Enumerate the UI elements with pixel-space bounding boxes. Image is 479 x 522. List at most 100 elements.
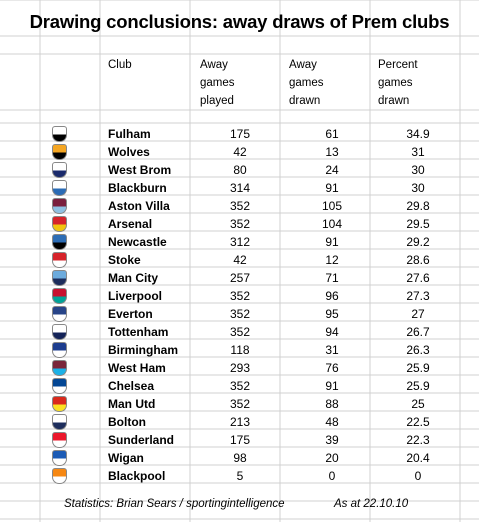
away-games-played: 352 xyxy=(229,307,251,321)
table-row: Everton 352 95 27 xyxy=(0,305,479,323)
away-games-played: 175 xyxy=(229,127,251,141)
club-badge-icon xyxy=(52,432,67,448)
away-games-played: 213 xyxy=(229,415,251,429)
away-games-drawn: 20 xyxy=(325,451,339,465)
away-games-played: 175 xyxy=(229,433,251,447)
table-row: Newcastle 312 91 29.2 xyxy=(0,233,479,251)
header-played-line-1: Away xyxy=(200,59,228,71)
club-badge-icon xyxy=(52,234,67,250)
percent-games-drawn: 0 xyxy=(414,469,422,483)
away-games-played: 293 xyxy=(229,361,251,375)
club-badge-icon xyxy=(52,144,67,160)
club-badge-icon xyxy=(52,216,67,232)
club-badge-icon xyxy=(52,342,67,358)
away-games-played: 352 xyxy=(229,217,251,231)
club-name: Blackpool xyxy=(108,469,166,483)
club-name: Birmingham xyxy=(108,343,179,357)
away-games-drawn: 12 xyxy=(325,253,339,267)
percent-games-drawn: 25.9 xyxy=(406,379,430,393)
club-name: Wolves xyxy=(108,145,150,159)
table-row: Aston Villa 352 105 29.8 xyxy=(0,197,479,215)
club-badge-icon xyxy=(52,162,67,178)
club-name: Everton xyxy=(108,307,153,321)
away-games-played: 42 xyxy=(233,253,247,267)
percent-games-drawn: 27.3 xyxy=(406,289,430,303)
club-badge-icon xyxy=(52,198,67,214)
club-name: Aston Villa xyxy=(108,199,170,213)
percent-games-drawn: 25.9 xyxy=(406,361,430,375)
away-games-drawn: 104 xyxy=(321,217,343,231)
page-title: Drawing conclusions: away draws of Prem … xyxy=(29,11,450,32)
table-row: Birmingham 118 31 26.3 xyxy=(0,341,479,359)
away-games-played: 5 xyxy=(236,469,244,483)
away-games-played: 312 xyxy=(229,235,251,249)
away-games-drawn: 13 xyxy=(325,145,339,159)
away-games-played: 80 xyxy=(233,163,247,177)
club-name: Liverpool xyxy=(108,289,163,303)
away-games-played: 314 xyxy=(229,181,251,195)
percent-games-drawn: 31 xyxy=(411,145,425,159)
club-badge-icon xyxy=(52,180,67,196)
table-row: Sunderland 175 39 22.3 xyxy=(0,431,479,449)
percent-games-drawn: 26.7 xyxy=(406,325,430,339)
club-name: Man Utd xyxy=(108,397,156,411)
club-name: Sunderland xyxy=(108,433,175,447)
club-badge-icon xyxy=(52,414,67,430)
club-name: Blackburn xyxy=(108,181,167,195)
percent-games-drawn: 26.3 xyxy=(406,343,430,357)
club-badge-icon xyxy=(52,468,67,484)
club-badge-icon xyxy=(52,270,67,286)
percent-games-drawn: 29.2 xyxy=(406,235,430,249)
percent-games-drawn: 22.5 xyxy=(406,415,430,429)
table-row: Liverpool 352 96 27.3 xyxy=(0,287,479,305)
header-percent-line-3: drawn xyxy=(378,95,410,107)
table-row: Chelsea 352 91 25.9 xyxy=(0,377,479,395)
away-games-drawn: 39 xyxy=(325,433,339,447)
percent-games-drawn: 27 xyxy=(411,307,425,321)
table-row: Tottenham 352 94 26.7 xyxy=(0,323,479,341)
club-badge-icon xyxy=(52,288,67,304)
percent-games-drawn: 20.4 xyxy=(406,451,430,465)
away-games-drawn: 95 xyxy=(325,307,339,321)
club-badge-icon xyxy=(52,450,67,466)
club-name: Man City xyxy=(108,271,159,285)
table-row: Arsenal 352 104 29.5 xyxy=(0,215,479,233)
table-row: Wolves 42 13 31 xyxy=(0,143,479,161)
header-played-line-3: played xyxy=(200,95,234,107)
table-row: Stoke 42 12 28.6 xyxy=(0,251,479,269)
header-percent-line-1: Percent xyxy=(378,59,418,71)
away-games-drawn: 76 xyxy=(325,361,339,375)
away-games-drawn: 105 xyxy=(321,199,343,213)
away-games-played: 98 xyxy=(233,451,247,465)
away-games-drawn: 31 xyxy=(325,343,339,357)
percent-games-drawn: 25 xyxy=(411,397,425,411)
percent-games-drawn: 30 xyxy=(411,181,425,195)
club-badge-icon xyxy=(52,378,67,394)
percent-games-drawn: 30 xyxy=(411,163,425,177)
percent-games-drawn: 28.6 xyxy=(406,253,430,267)
club-name: Bolton xyxy=(108,415,146,429)
club-name: Arsenal xyxy=(108,217,153,231)
table-row: Man Utd 352 88 25 xyxy=(0,395,479,413)
club-name: Chelsea xyxy=(108,379,155,393)
away-games-played: 352 xyxy=(229,325,251,339)
header-away-games-drawn: Away games drawn xyxy=(289,56,324,110)
club-badge-icon xyxy=(52,324,67,340)
header-club: Club xyxy=(108,59,132,71)
away-games-played: 42 xyxy=(233,145,247,159)
header-played-line-2: games xyxy=(200,77,235,89)
away-games-drawn: 91 xyxy=(325,181,339,195)
away-games-drawn: 48 xyxy=(325,415,339,429)
away-games-drawn: 61 xyxy=(325,127,339,141)
club-name: Tottenham xyxy=(108,325,169,339)
away-games-drawn: 71 xyxy=(325,271,339,285)
table-row: Blackburn 314 91 30 xyxy=(0,179,479,197)
club-name: West Ham xyxy=(108,361,166,375)
percent-games-drawn: 34.9 xyxy=(406,127,430,141)
footer-date: As at 22.10.10 xyxy=(334,498,409,510)
away-games-played: 352 xyxy=(229,289,251,303)
away-games-drawn: 91 xyxy=(325,235,339,249)
away-games-drawn: 94 xyxy=(325,325,339,339)
table-row: Bolton 213 48 22.5 xyxy=(0,413,479,431)
